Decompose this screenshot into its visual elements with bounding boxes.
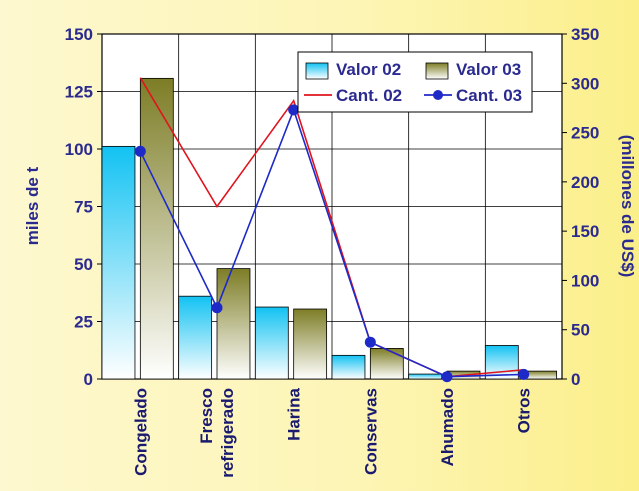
right-tick-label: 350 bbox=[571, 25, 599, 44]
legend-swatch-valor-02 bbox=[305, 62, 329, 80]
left-tick-label: 25 bbox=[74, 313, 93, 332]
point-cant-03-4 bbox=[441, 371, 453, 383]
right-tick-label: 0 bbox=[571, 370, 580, 389]
category-label-line: Congelado bbox=[131, 388, 150, 476]
left-tick-label: 50 bbox=[74, 255, 93, 274]
point-cant-03-0 bbox=[134, 145, 146, 157]
line-cant-03 bbox=[139, 107, 524, 378]
right-axis-label: (millones de US$) bbox=[618, 135, 637, 278]
right-tick-label: 200 bbox=[571, 173, 599, 192]
bar-valor-02-0 bbox=[101, 145, 136, 380]
legend-box bbox=[297, 51, 533, 113]
left-tick-label: 125 bbox=[65, 83, 93, 102]
legend-swatch-valor-03 bbox=[425, 62, 449, 80]
point-cant-03-3 bbox=[364, 336, 376, 348]
category-label-line: Otros bbox=[515, 388, 534, 433]
legend-marker bbox=[433, 90, 443, 100]
right-tick-label: 300 bbox=[571, 74, 599, 93]
bar-valor-03-1 bbox=[216, 268, 251, 380]
legend-label: Cant. 02 bbox=[336, 86, 402, 105]
bar-valor-02-3 bbox=[331, 354, 366, 380]
bar-valor-03-0 bbox=[139, 77, 174, 380]
left-tick-label: 150 bbox=[65, 25, 93, 44]
category-label: Fresco refrigerado bbox=[197, 388, 237, 478]
category-label-line: refrigerado bbox=[218, 388, 237, 478]
category-label: Otros bbox=[515, 388, 534, 433]
left-tick-label: 0 bbox=[84, 370, 93, 389]
bar-valor-02-1 bbox=[178, 295, 213, 380]
bar-valor-03-2 bbox=[293, 308, 328, 380]
left-tick-label: 100 bbox=[65, 140, 93, 159]
category-label-line: Harina bbox=[285, 387, 304, 440]
category-label-line: Ahumado bbox=[438, 388, 457, 466]
left-axis-ticks: 0 25 50 75 100 125 150 bbox=[65, 25, 102, 389]
category-label-line: Fresco bbox=[197, 388, 216, 444]
point-cant-03-5 bbox=[518, 368, 530, 380]
point-cant-03-2 bbox=[288, 104, 300, 116]
category-label: Congelado bbox=[131, 388, 150, 476]
right-tick-label: 50 bbox=[571, 321, 590, 340]
right-tick-label: 150 bbox=[571, 222, 599, 241]
category-label: Ahumado bbox=[438, 388, 457, 466]
left-axis-label: miles de t bbox=[23, 166, 42, 245]
right-tick-label: 250 bbox=[571, 124, 599, 143]
right-tick-label: 100 bbox=[571, 271, 599, 290]
category-label: Harina bbox=[285, 387, 304, 440]
point-cant-03-1 bbox=[211, 302, 223, 314]
legend: Valor 02 Valor 03 Cant. 02 Cant. 03 bbox=[297, 51, 533, 113]
legend-label: Cant. 03 bbox=[456, 86, 522, 105]
bar-valor-02-4 bbox=[408, 373, 443, 380]
legend-label: Valor 03 bbox=[456, 60, 521, 79]
bars bbox=[101, 77, 558, 380]
category-labels: Congelado Fresco refrigerado Harina Conserva… bbox=[131, 387, 533, 477]
bar-valor-02-2 bbox=[254, 306, 289, 380]
category-label: Conservas bbox=[361, 388, 380, 475]
legend-label: Valor 02 bbox=[336, 60, 401, 79]
lines bbox=[134, 77, 530, 383]
left-tick-label: 75 bbox=[74, 198, 93, 217]
right-axis-ticks: 0 50 100 150 200 250 300 350 bbox=[562, 25, 599, 389]
category-label-line: Conservas bbox=[361, 388, 380, 475]
bar-valor-03-3 bbox=[369, 348, 404, 380]
